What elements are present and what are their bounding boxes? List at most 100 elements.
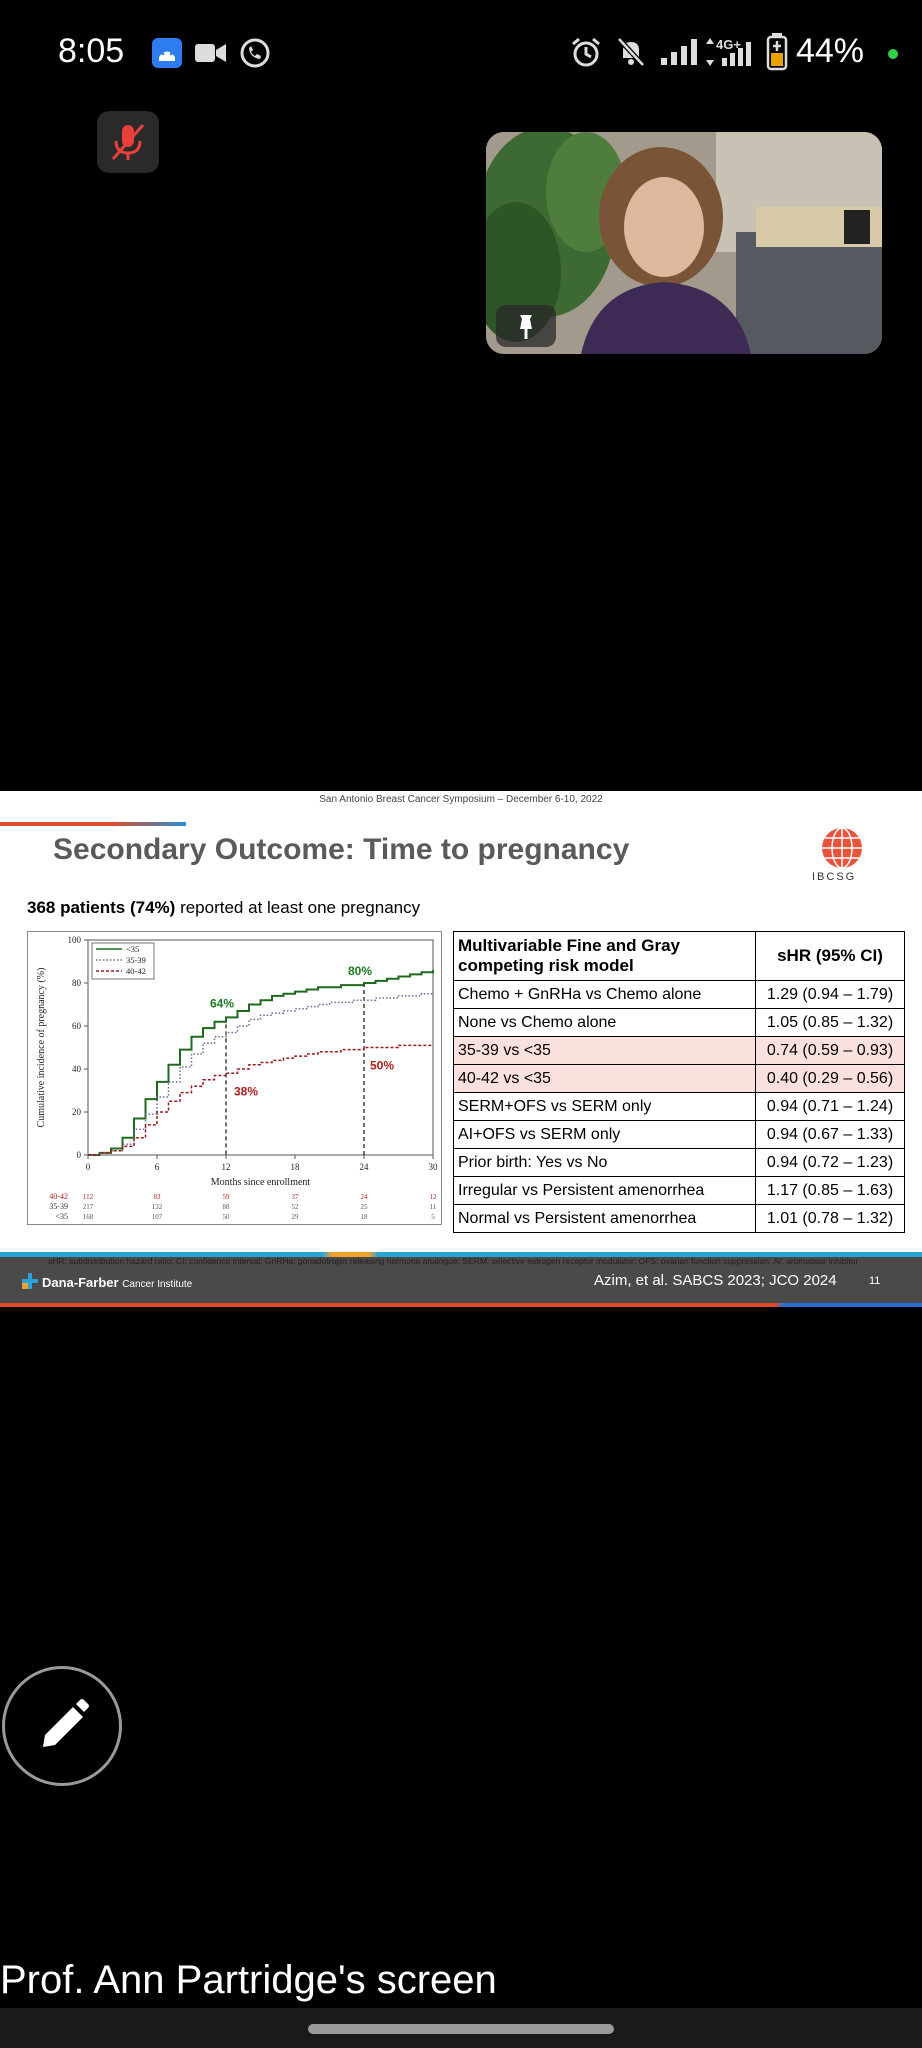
table-row: Irregular vs Persistent amenorrhea 1.17 (… <box>453 1176 905 1205</box>
x-tick-label: 12 <box>222 1162 231 1172</box>
table-cell-shr: 1.29 (0.94 – 1.79) <box>755 980 905 1009</box>
at-risk-count: 50 <box>223 1213 231 1221</box>
table-cell-shr: 0.94 (0.72 – 1.23) <box>755 1148 905 1177</box>
alarm-icon <box>572 37 600 67</box>
chart-annotation: 50% <box>370 1059 394 1073</box>
at-risk-group-label: 40-42 <box>49 1192 68 1201</box>
table-row: Normal vs Persistent amenorrhea 1.01 (0.7… <box>453 1204 905 1233</box>
chart-annotation: 38% <box>234 1084 258 1098</box>
table-cell-comparison: Irregular vs Persistent amenorrhea <box>453 1176 756 1205</box>
at-risk-count: 24 <box>361 1193 369 1201</box>
x-axis-label: Months since enrollment <box>211 1177 311 1188</box>
legend-label: <35 <box>126 944 139 954</box>
slide-title: Secondary Outcome: Time to pregnancy <box>53 833 630 866</box>
presenter-screen-label: Prof. Ann Partridge's screen <box>0 1958 497 2002</box>
at-risk-count: 83 <box>154 1193 162 1201</box>
patients-summary: 368 patients (74%) reported at least one… <box>27 898 420 918</box>
table-row: SERM+OFS vs SERM only 0.94 (0.71 – 1.24) <box>453 1092 905 1121</box>
institution-name: Dana-Farber <box>42 1275 119 1290</box>
at-risk-count: 52 <box>292 1203 300 1211</box>
ibcsg-globe-logo-icon <box>822 827 862 869</box>
table-cell-shr: 0.74 (0.59 – 0.93) <box>755 1036 905 1065</box>
at-risk-group-label: <35 <box>55 1212 68 1221</box>
table-header-model: Multivariable Fine and Gray competing ri… <box>453 931 756 981</box>
dana-farber-cross-icon <box>22 1273 38 1289</box>
table-cell-shr: 0.94 (0.67 – 1.33) <box>755 1120 905 1149</box>
table-cell-shr: 0.40 (0.29 – 0.56) <box>755 1064 905 1093</box>
y-tick-label: 0 <box>77 1150 82 1160</box>
mic-muted-button[interactable] <box>97 111 159 173</box>
chart-svg: 0 20 40 60 80 100 0 6 12 18 24 30 Months since enrol… <box>36 935 439 1221</box>
table-cell-comparison: Prior birth: Yes vs No <box>453 1148 756 1177</box>
at-risk-count: 168 <box>83 1213 94 1221</box>
slide-symposium-header: San Antonio Breast Cancer Symposium – De… <box>319 794 603 805</box>
at-risk-count: 59 <box>223 1193 231 1201</box>
at-risk-count: 37 <box>292 1193 300 1201</box>
status-time: 8:05 <box>58 32 125 70</box>
x-tick-label: 18 <box>291 1162 301 1172</box>
table-cell-comparison: SERM+OFS vs SERM only <box>453 1092 756 1121</box>
patients-summary-rest: reported at least one pregnancy <box>175 898 421 917</box>
table-cell-shr: 1.05 (0.85 – 1.32) <box>755 1008 905 1037</box>
shared-slide: San Antonio Breast Cancer Symposium – De… <box>0 791 922 1307</box>
table-row: AI+OFS vs SERM only 0.94 (0.67 – 1.33) <box>453 1120 905 1149</box>
slide-footnote: sHR: subdistribution hazard ratio; CI: c… <box>48 1256 859 1266</box>
x-tick-label: 6 <box>155 1162 160 1172</box>
table-cell-shr: 1.17 (0.85 – 1.63) <box>755 1176 905 1205</box>
slide-footer-bottom-stripe <box>0 1303 922 1307</box>
navigation-bar <box>0 2008 922 2048</box>
table-cell-comparison: Chemo + GnRHa vs Chemo alone <box>453 980 756 1009</box>
slide-accent-line <box>0 822 186 826</box>
at-risk-count: 132 <box>152 1203 163 1211</box>
at-risk-count: 29 <box>292 1213 300 1221</box>
at-risk-count: 107 <box>152 1213 163 1221</box>
y-tick-label: 20 <box>72 1107 82 1117</box>
y-tick-label: 80 <box>72 978 82 988</box>
bell-muted-icon <box>617 37 645 67</box>
annotate-button[interactable] <box>2 1666 122 1786</box>
at-risk-count: 112 <box>83 1193 94 1201</box>
slide-footer-stripe <box>0 1252 922 1257</box>
y-tick-label: 40 <box>72 1064 82 1074</box>
hazard-ratio-table: Multivariable Fine and Gray competing ri… <box>453 931 905 1233</box>
at-risk-count: 88 <box>223 1203 231 1211</box>
video-camera-icon <box>195 44 226 62</box>
table-row: Prior birth: Yes vs No 0.94 (0.72 – 1.23) <box>453 1148 905 1177</box>
legend-label: 35-39 <box>126 955 146 965</box>
home-gesture-handle[interactable] <box>308 2024 614 2034</box>
table-cell-comparison: 40-42 vs <35 <box>453 1064 756 1093</box>
table-row: Chemo + GnRHa vs Chemo alone 1.29 (0.94 –… <box>453 980 905 1009</box>
chart-annotation: 80% <box>348 964 372 978</box>
pin-video-button[interactable] <box>496 305 556 347</box>
data-arrows-icon: 4G+ <box>706 37 751 66</box>
phone-voip-icon <box>240 38 270 68</box>
at-risk-count: 11 <box>430 1203 437 1211</box>
table-row: None vs Chemo alone 1.05 (0.85 – 1.32) <box>453 1008 905 1037</box>
chart-annotation: 64% <box>210 996 234 1010</box>
table-cell-comparison: None vs Chemo alone <box>453 1008 756 1037</box>
battery-percent: 44% <box>795 32 864 70</box>
table-cell-comparison: Normal vs Persistent amenorrhea <box>453 1204 756 1233</box>
at-risk-count: 25 <box>361 1203 369 1211</box>
x-tick-label: 30 <box>429 1162 439 1172</box>
table-cell-shr: 0.94 (0.71 – 1.24) <box>755 1092 905 1121</box>
series-line-3 <box>88 1044 433 1156</box>
x-tick-label: 0 <box>86 1162 91 1172</box>
at-risk-count: 5 <box>431 1213 435 1221</box>
y-tick-label: 60 <box>72 1021 82 1031</box>
series-line-1 <box>88 970 434 1156</box>
mic-off-icon <box>111 124 145 160</box>
at-risk-count: 18 <box>361 1213 369 1221</box>
plot-frame <box>87 939 434 1156</box>
table-cell-comparison: 35-39 vs <35 <box>453 1036 756 1065</box>
table-header-row: Multivariable Fine and Gray competing ri… <box>453 931 905 981</box>
participant-video-tile[interactable] <box>486 132 882 354</box>
network-type: 4G+ <box>716 37 741 52</box>
institution-sub: Cancer Institute <box>122 1279 193 1290</box>
slide-page-number: 11 <box>869 1275 881 1287</box>
cumulative-incidence-chart: 0 20 40 60 80 100 0 6 12 18 24 30 Months since enrol… <box>27 931 442 1225</box>
y-axis-label: Cumulative incidence of pregnancy (%) <box>36 968 47 1128</box>
signal-icon <box>661 39 697 65</box>
pencil-icon <box>43 1699 89 1747</box>
privacy-indicator-dot <box>888 49 898 59</box>
